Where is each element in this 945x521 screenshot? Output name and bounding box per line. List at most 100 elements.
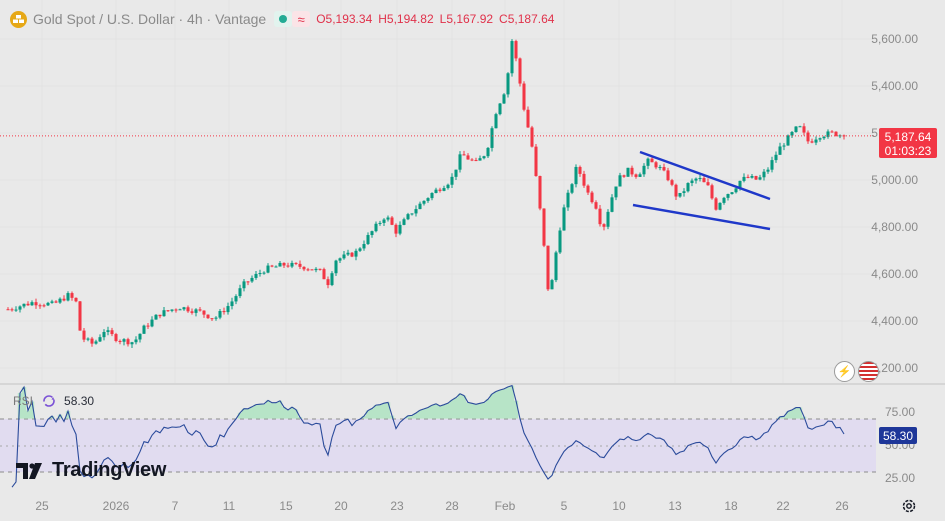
candle-body <box>466 155 470 160</box>
price-tick-label: 4,400.00 <box>871 314 918 328</box>
price-tick-label: 5,000.00 <box>871 173 918 187</box>
last-price-label: 5,187.64 01:03:23 <box>879 128 937 158</box>
candle-body <box>678 192 682 197</box>
candle-body <box>474 160 478 162</box>
candle-body <box>626 167 630 177</box>
candle-body <box>550 280 554 290</box>
candle-body <box>506 73 510 95</box>
candle-body <box>82 330 86 340</box>
candle-body <box>6 309 10 311</box>
candle-body <box>490 128 494 148</box>
candle-body <box>718 202 722 210</box>
candle-body <box>186 307 190 312</box>
candle-body <box>522 83 526 110</box>
settings-gear-icon[interactable] <box>900 497 918 515</box>
candle-body <box>526 109 530 128</box>
candle-body <box>654 162 658 168</box>
candle-body <box>606 211 610 227</box>
lightning-icon[interactable]: ⚡ <box>834 361 855 382</box>
wedge-upper-trendline[interactable] <box>639 150 771 201</box>
candle-body <box>834 131 838 136</box>
candle-body <box>582 173 586 186</box>
candle-body <box>738 180 742 189</box>
rsi-tick-label: 25.00 <box>885 471 915 485</box>
candle-body <box>266 265 270 273</box>
candle-body <box>210 318 214 320</box>
candle-body <box>194 309 198 313</box>
wedge-lower-trendline[interactable] <box>632 203 771 231</box>
symbol-title[interactable]: Gold Spot / U.S. Dollar · 4h · Vantage <box>33 11 267 27</box>
time-tick-label: 11 <box>223 499 236 513</box>
candle-body <box>150 319 154 327</box>
candle-body <box>290 262 294 267</box>
price-tick-label: 4,600.00 <box>871 267 918 281</box>
candle-body <box>662 167 666 171</box>
candle-body <box>226 306 230 313</box>
event-badges[interactable]: ⚡ <box>834 361 882 382</box>
market-open-icon[interactable] <box>274 11 293 27</box>
candle-body <box>170 309 174 311</box>
candle-body <box>230 301 234 307</box>
time-tick-label: 22 <box>776 499 790 513</box>
symbol-header[interactable]: Gold Spot / U.S. Dollar · 4h · Vantage ≈… <box>10 9 560 29</box>
refresh-icon[interactable] <box>40 393 58 409</box>
candle-body <box>294 262 298 264</box>
candle-body <box>174 309 178 311</box>
candle-body <box>22 303 26 307</box>
candle-body <box>402 219 406 225</box>
us-flag-icon[interactable] <box>858 361 879 382</box>
candle-body <box>38 305 42 307</box>
candle-body <box>158 314 162 317</box>
candle-body <box>778 146 782 155</box>
candle-body <box>478 158 482 161</box>
candle-body <box>826 131 830 137</box>
candle-body <box>258 273 262 275</box>
candle-body <box>702 178 706 183</box>
candle-body <box>222 311 226 313</box>
candle-body <box>382 219 386 223</box>
candle-body <box>766 169 770 172</box>
candle-body <box>518 58 522 84</box>
candle-body <box>446 184 450 189</box>
candle-body <box>562 207 566 231</box>
candle-body <box>106 330 110 332</box>
rsi-value-tag: 58.30 <box>883 429 913 443</box>
candle-body <box>298 263 302 267</box>
candle-body <box>390 217 394 225</box>
time-axis[interactable]: 25 2026 7 11 15 20 23 28 Feb 5 10 13 18 22 26 <box>35 499 849 513</box>
candle-body <box>118 340 122 342</box>
compare-icon[interactable]: ≈ <box>292 11 311 27</box>
rsi-header[interactable]: RSI 58.30 <box>13 393 94 409</box>
candle-body <box>102 331 106 338</box>
candle-body <box>190 311 194 313</box>
candle-body <box>142 325 146 334</box>
candle-body <box>182 307 186 310</box>
rsi-header-value: 58.30 <box>64 394 95 408</box>
candle-body <box>706 182 710 186</box>
candle-body <box>514 41 518 59</box>
candle-body <box>386 217 390 220</box>
candle-body <box>510 41 514 74</box>
candle-body <box>426 198 430 201</box>
candle-body <box>242 281 246 289</box>
candle-body <box>206 314 210 319</box>
candle-body <box>554 252 558 281</box>
candle-body <box>166 310 170 312</box>
candle-body <box>822 136 826 139</box>
candle-body <box>306 269 310 271</box>
time-tick-label: 15 <box>279 499 293 513</box>
rsi-title[interactable]: RSI <box>13 394 34 408</box>
candle-body <box>730 192 734 195</box>
candle-body <box>742 176 746 181</box>
candle-body <box>674 184 678 197</box>
candle-body <box>746 176 750 178</box>
candle-body <box>238 288 242 297</box>
candle-body <box>842 135 846 137</box>
time-tick-label: 18 <box>724 499 738 513</box>
candle-body <box>558 230 562 253</box>
candle-body <box>470 159 474 161</box>
price-tick-label: 5,600.00 <box>871 32 918 46</box>
price-tick-label: 5,400.00 <box>871 79 918 93</box>
rsi-line <box>11 384 845 488</box>
